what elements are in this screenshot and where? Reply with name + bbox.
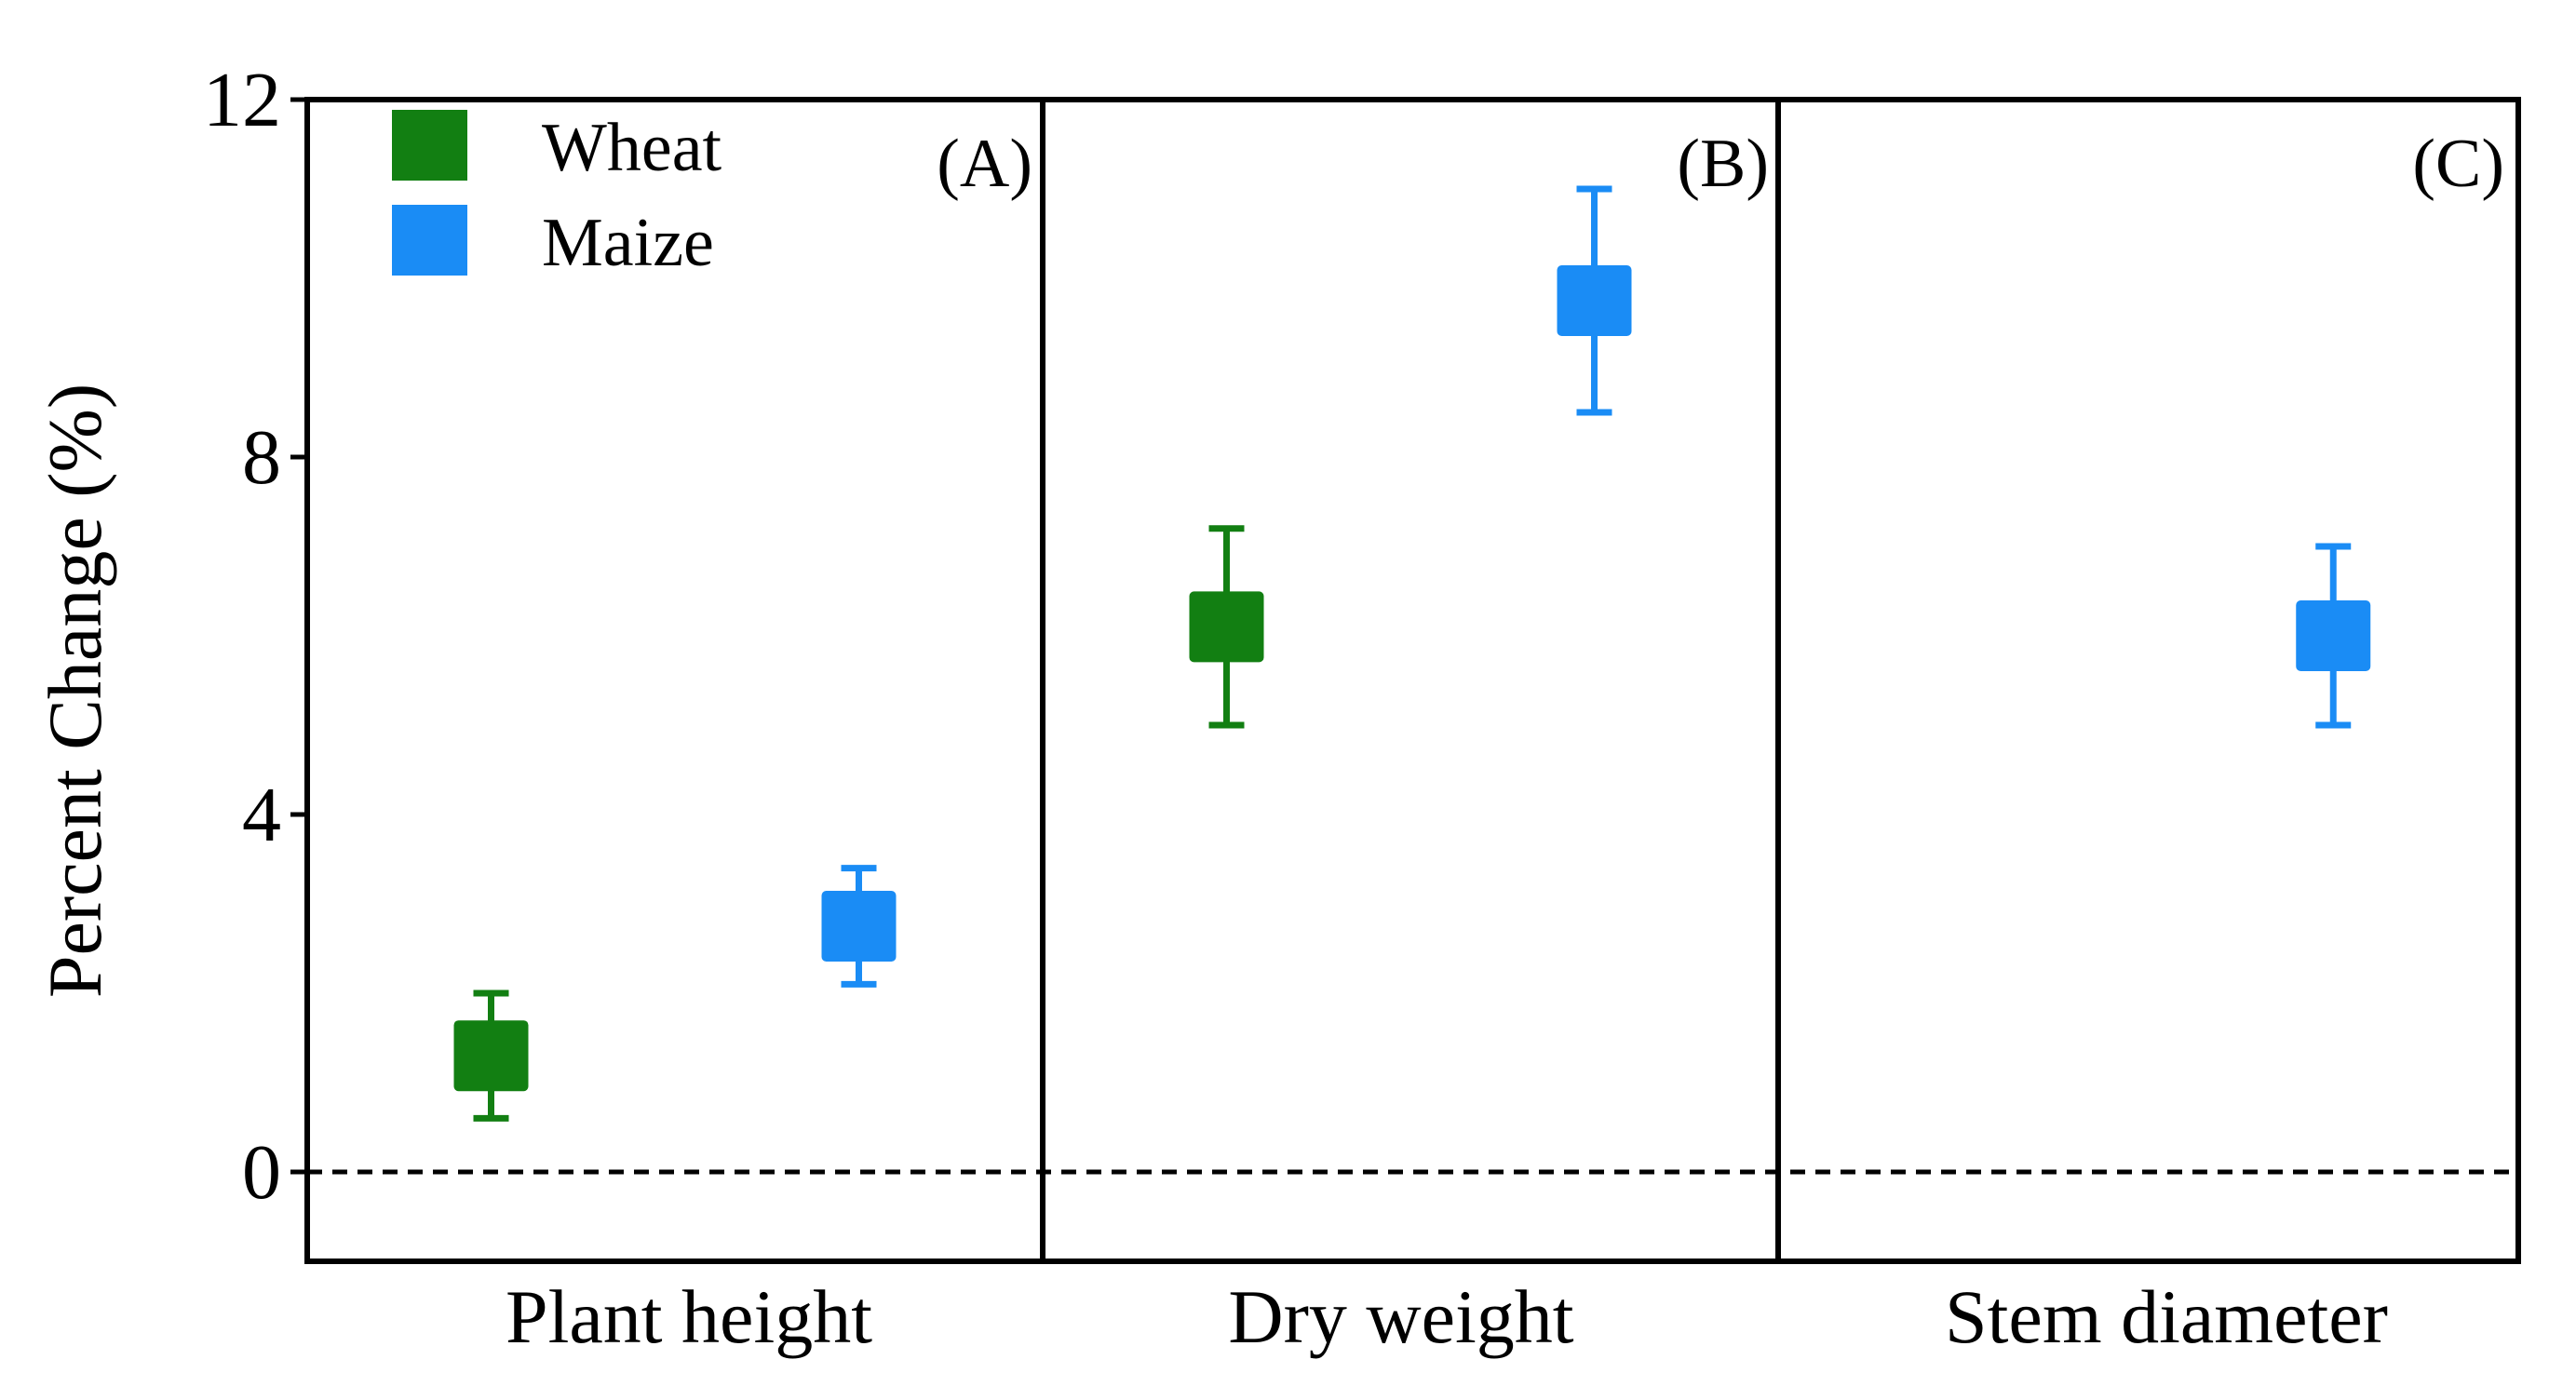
legend-label-wheat: Wheat xyxy=(542,110,722,186)
y-tick-label: 12 xyxy=(203,57,281,143)
data-point-wheat xyxy=(453,1020,529,1092)
plot-frame xyxy=(304,97,2521,1264)
data-point-maize xyxy=(1557,265,1632,336)
data-point-maize xyxy=(821,891,897,962)
category-label-stem-diameter: Stem diameter xyxy=(1945,1274,2388,1359)
panel-tag-b: (B) xyxy=(1677,126,1769,202)
y-tick-label: 8 xyxy=(242,414,281,501)
panel-tag-c: (C) xyxy=(2412,126,2504,202)
category-label-dry-weight: Dry weight xyxy=(1228,1274,1573,1359)
plot-area xyxy=(290,97,2521,1264)
category-label-plant-height: Plant height xyxy=(506,1274,872,1359)
y-tick-label: 0 xyxy=(242,1129,281,1216)
data-point-wheat xyxy=(1189,591,1264,663)
legend-swatch-maize xyxy=(392,205,467,276)
y-axis-label: Percent Change (%) xyxy=(33,384,117,998)
legend: Wheat Maize xyxy=(392,110,722,281)
data-point-maize xyxy=(2296,600,2371,671)
legend-label-maize: Maize xyxy=(542,205,714,281)
legend-swatch-wheat xyxy=(392,110,467,181)
panel-tag-a: (A) xyxy=(937,126,1032,202)
y-tick-label: 4 xyxy=(242,772,281,858)
